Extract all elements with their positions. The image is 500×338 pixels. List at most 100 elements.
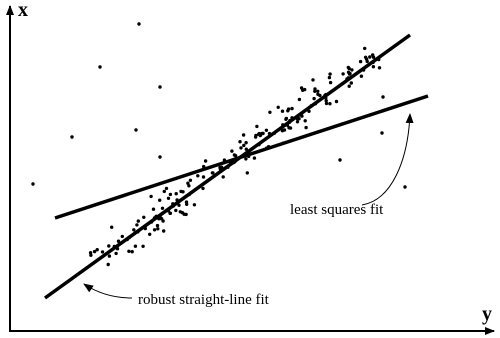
point (323, 93, 327, 98)
point (152, 228, 157, 232)
point (350, 68, 354, 72)
point (155, 223, 160, 228)
point (371, 55, 376, 59)
point (280, 129, 285, 133)
point (304, 125, 308, 130)
point (358, 59, 363, 64)
point (363, 46, 367, 51)
point (285, 123, 290, 128)
point (134, 128, 138, 132)
point (377, 66, 382, 70)
point (203, 159, 208, 163)
point (309, 104, 313, 108)
point (300, 114, 304, 118)
point (365, 59, 369, 64)
point (166, 196, 171, 200)
point (168, 192, 173, 197)
point (95, 248, 99, 252)
point (164, 186, 169, 191)
point (158, 198, 162, 202)
point (245, 171, 249, 175)
point (142, 215, 146, 219)
point (338, 158, 342, 162)
point (130, 250, 134, 254)
point (186, 181, 190, 185)
least-squares-line (54, 94, 429, 220)
point (110, 225, 114, 229)
point (307, 109, 311, 114)
point (286, 109, 290, 113)
point (346, 65, 350, 70)
point (70, 135, 74, 139)
point (218, 167, 223, 171)
point (114, 251, 118, 256)
point (377, 57, 381, 62)
point (107, 244, 111, 248)
point (311, 78, 315, 82)
point (297, 97, 302, 102)
point (136, 230, 140, 234)
point (106, 262, 110, 267)
point (349, 81, 353, 85)
point (380, 131, 384, 135)
point (115, 247, 120, 251)
least-squares-label: least squares fit (290, 202, 384, 218)
point (210, 171, 215, 175)
point (226, 165, 230, 169)
point (239, 146, 243, 150)
point (313, 102, 318, 106)
point (403, 185, 407, 189)
point (151, 207, 156, 211)
robust-label: robust straight-line fit (138, 292, 270, 308)
point (141, 244, 145, 248)
point (242, 143, 246, 148)
point (265, 146, 269, 150)
point (98, 65, 102, 69)
point (187, 192, 191, 197)
point (247, 154, 251, 159)
point (107, 254, 112, 258)
point (246, 149, 250, 154)
point (328, 80, 333, 85)
point (174, 192, 178, 196)
point (316, 92, 320, 97)
point (268, 110, 272, 115)
scatter-points (31, 22, 407, 267)
point (288, 118, 292, 123)
point (202, 164, 206, 169)
point (171, 202, 175, 206)
robust-arrow (83, 283, 133, 299)
point (185, 202, 189, 206)
point (324, 101, 329, 106)
point (244, 147, 248, 151)
point (162, 189, 166, 194)
point (381, 95, 385, 99)
point (371, 60, 375, 65)
point (254, 133, 258, 138)
point (313, 89, 317, 94)
point (347, 84, 351, 88)
point (168, 211, 172, 215)
point (143, 226, 147, 231)
point (127, 249, 131, 253)
point (252, 156, 257, 160)
point (179, 189, 183, 194)
least-squares-arrow (361, 113, 414, 206)
point (137, 22, 141, 26)
point (161, 219, 165, 223)
point (160, 206, 165, 210)
point (346, 70, 351, 75)
point (31, 182, 35, 186)
point (371, 65, 376, 69)
point (112, 244, 117, 249)
point (280, 109, 285, 113)
point (158, 85, 162, 89)
horizontal-axis-label: y (482, 303, 492, 325)
point (201, 186, 205, 191)
point (301, 88, 305, 93)
point (175, 198, 179, 202)
point (327, 75, 332, 80)
point (156, 227, 160, 231)
point (228, 160, 232, 164)
point (188, 178, 193, 182)
